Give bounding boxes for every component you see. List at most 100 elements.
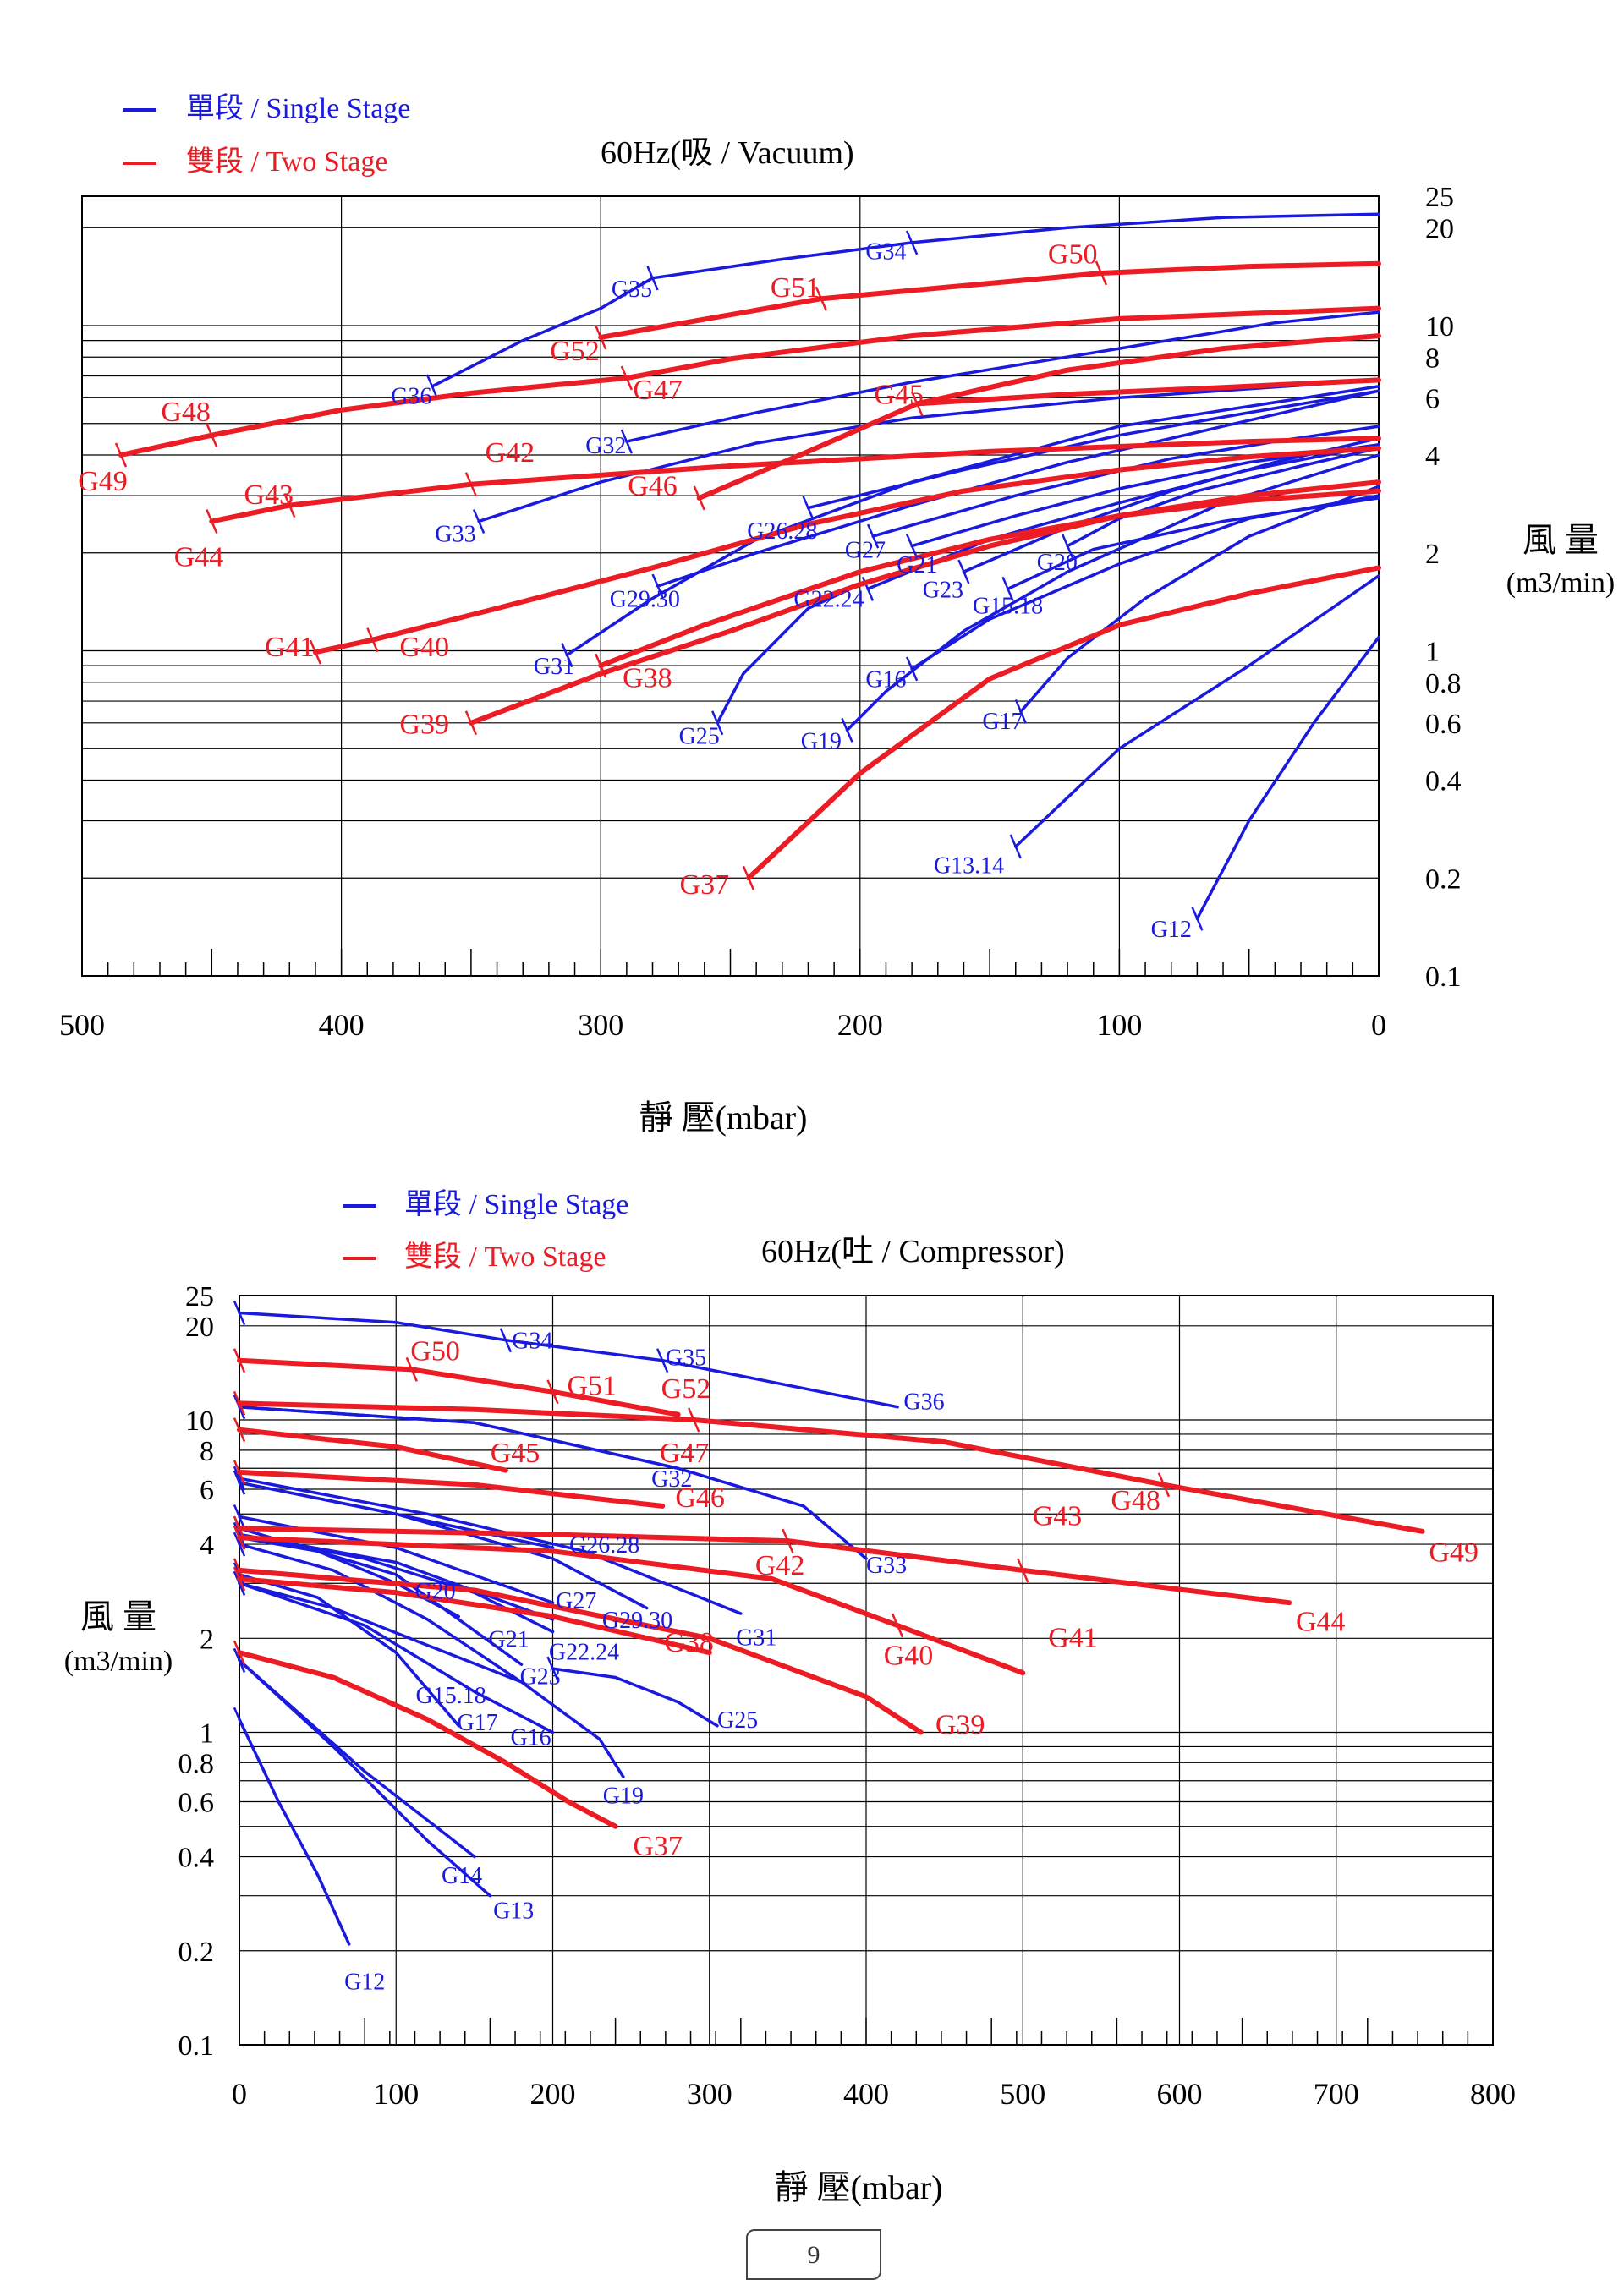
y-tick-label: 0.8 <box>178 1748 215 1779</box>
curve-label-g38: G38 <box>623 663 672 694</box>
curve-g52 <box>550 1389 681 1417</box>
curve-g47 <box>237 1400 697 1422</box>
curve-label-g12: G12 <box>344 1970 385 1996</box>
x-tick-label: 0 <box>232 2077 247 2111</box>
y-tick-label: 20 <box>1425 213 1454 244</box>
curve-label-g20: G20 <box>414 1578 455 1604</box>
curve-g42 <box>237 1526 791 1544</box>
x-tick-label: 800 <box>1470 2077 1516 2111</box>
curve-label-g34: G34 <box>512 1329 552 1355</box>
curve-end-tick <box>233 1348 246 1373</box>
x-tick-label: 500 <box>1000 2077 1045 2111</box>
curve-end-tick <box>693 485 705 511</box>
compressor-x-axis-label: 靜 壓(mbar) <box>775 2168 943 2206</box>
curve-label-g20: G20 <box>1037 550 1078 576</box>
curve-g34 <box>238 1311 508 1342</box>
curve-label-g22.24: G22.24 <box>549 1639 619 1665</box>
vacuum-curve-labels: G12 G13.14 G15.18 G16 G17 G19 G20 G21 G22.24 G23 G… <box>78 238 1192 942</box>
curve-label-g52: G52 <box>661 1373 711 1405</box>
curve-label-g51: G51 <box>568 1370 617 1401</box>
curve-label-g39: G39 <box>935 1710 985 1741</box>
curve-g35 <box>504 1338 664 1362</box>
curve-g37 <box>746 565 1381 881</box>
y-tick-label: 10 <box>185 1406 214 1437</box>
curve-end-tick <box>233 1707 246 1732</box>
curve-label-g26.28: G26.28 <box>747 518 817 545</box>
y-tick-label: 0.4 <box>1425 766 1462 797</box>
page-number: 9 <box>807 2241 820 2269</box>
curve-g46 <box>237 1469 666 1509</box>
y-tick-label: 25 <box>185 1281 214 1312</box>
curve-label-g41: G41 <box>1048 1622 1098 1653</box>
curve-end-tick <box>546 1656 559 1681</box>
curve-end-tick <box>233 1640 246 1665</box>
curve-g33 <box>477 378 1380 523</box>
vacuum-y-axis-label: 風 量 <box>1522 521 1599 559</box>
curve-g41 <box>895 1623 1026 1676</box>
x-tick-label: 100 <box>1096 1008 1142 1042</box>
curve-label-g43: G43 <box>244 479 294 511</box>
curve-g12 <box>238 1718 351 1946</box>
curve-label-g14: G14 <box>442 1863 482 1889</box>
y-tick-label: 8 <box>1425 342 1440 374</box>
curve-label-g17: G17 <box>982 709 1023 735</box>
curve-g51 <box>409 1367 556 1395</box>
x-tick-label: 100 <box>373 2077 419 2111</box>
curve-label-g13.14: G13.14 <box>934 852 1004 879</box>
curve-label-g40: G40 <box>399 632 449 663</box>
legend-two-label: 雙段 / Two Stage <box>186 145 387 178</box>
curve-label-g35: G35 <box>612 277 652 303</box>
curve-end-tick <box>472 509 486 534</box>
curve-end-tick <box>1061 534 1074 559</box>
curve-label-g15.18: G15.18 <box>973 594 1043 620</box>
curve-end-tick <box>233 1521 246 1547</box>
curve-end-tick <box>891 1613 904 1638</box>
x-tick-label: 300 <box>578 1008 623 1042</box>
curve-g14 <box>238 1658 476 1859</box>
y-tick-label: 0.2 <box>1425 863 1462 895</box>
curve-label-g33: G33 <box>866 1553 907 1579</box>
curve-label-g15.18: G15.18 <box>415 1683 486 1709</box>
curve-g49 <box>1161 1482 1425 1534</box>
curve-g50 <box>237 1357 414 1373</box>
curve-end-tick <box>233 1558 246 1583</box>
curve-label-g45: G45 <box>875 380 924 411</box>
curve-label-g23: G23 <box>520 1663 561 1690</box>
legend-two-label-2: 雙段 / Two Stage <box>404 1241 606 1273</box>
curve-g48 <box>209 375 629 438</box>
curve-label-g40: G40 <box>884 1641 934 1672</box>
curve-end-tick <box>233 1470 246 1495</box>
curve-label-g29.30: G29.30 <box>602 1608 672 1634</box>
curve-label-g21: G21 <box>897 552 937 578</box>
vacuum-title: 60Hz(吸 / Vacuum) <box>601 135 854 171</box>
curve-end-tick <box>206 509 218 534</box>
curve-label-g45: G45 <box>491 1438 540 1469</box>
curve-g34 <box>910 212 1380 244</box>
curve-end-tick <box>595 325 607 350</box>
y-tick-label: 0.6 <box>178 1787 215 1818</box>
curve-label-g27: G27 <box>556 1588 596 1614</box>
curve-label-g41: G41 <box>265 632 315 663</box>
curve-label-g50: G50 <box>410 1336 460 1367</box>
curve-label-g36: G36 <box>903 1389 944 1416</box>
curve-label-g19: G19 <box>801 729 842 755</box>
curve-g37 <box>237 1650 618 1829</box>
vacuum-curves <box>114 212 1381 931</box>
curve-g51 <box>818 271 1104 302</box>
curve-g43 <box>785 1538 1026 1573</box>
curve-end-tick <box>233 1532 246 1557</box>
y-tick-label: 8 <box>200 1436 214 1467</box>
curve-label-g32: G32 <box>585 433 626 459</box>
curve-g45 <box>914 377 1381 407</box>
curve-end-tick <box>1001 576 1014 601</box>
curve-g36 <box>661 1358 899 1409</box>
curve-g16 <box>910 494 1380 671</box>
y-tick-label: 2 <box>200 1624 214 1655</box>
curve-g29.30 <box>238 1481 649 1610</box>
curve-label-g42: G42 <box>486 437 535 469</box>
curve-g39 <box>468 479 1381 726</box>
curve-end-tick <box>688 1407 700 1433</box>
curve-label-g32: G32 <box>651 1466 692 1493</box>
y-tick-label: 20 <box>185 1312 214 1343</box>
curve-g23 <box>238 1526 524 1666</box>
